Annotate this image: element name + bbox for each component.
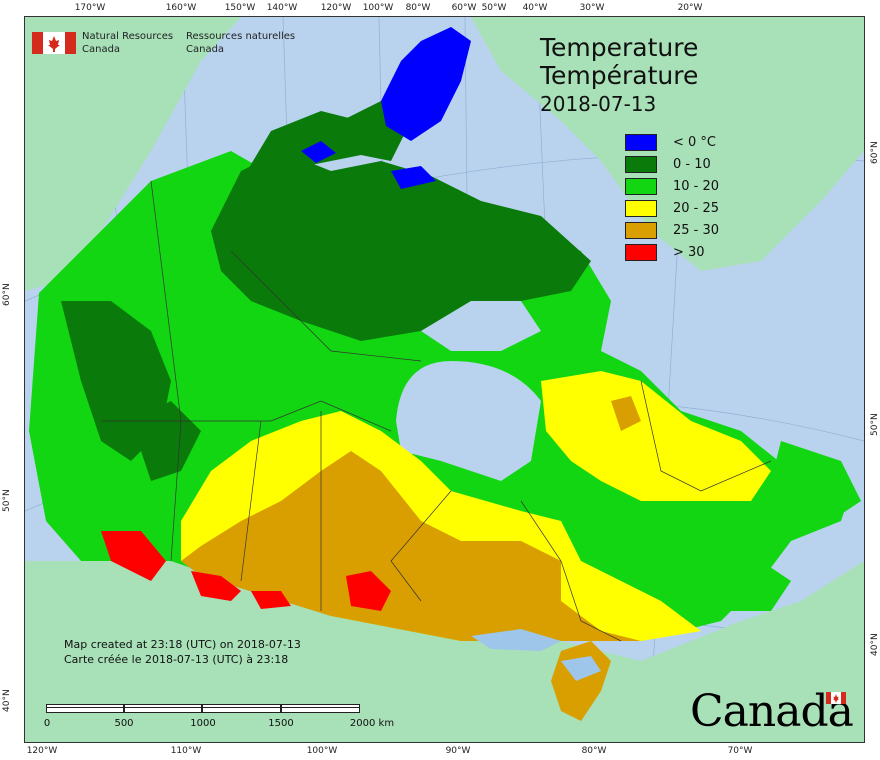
hudson-bay — [396, 361, 541, 481]
graticule-label-top: 140°W — [266, 3, 298, 13]
hot-spot-above-30 — [191, 571, 241, 601]
province-borders — [101, 180, 772, 642]
map-date: 2018-07-13 — [540, 92, 657, 116]
legend-label: 20 - 25 — [673, 201, 720, 216]
scale-label: 2000 km — [349, 718, 395, 729]
graticule-label-bottom: 100°W — [306, 746, 338, 756]
map-title: Temperature Température 2018-07-13 — [540, 34, 698, 118]
map-frame — [24, 16, 865, 743]
graticule-label-left: 60°N — [2, 283, 12, 306]
canada-wordmark-flag-icon — [826, 692, 846, 704]
graticule-label-left: 40°N — [2, 689, 12, 712]
graticule-label-top: 20°W — [677, 3, 703, 13]
legend-swatch — [625, 200, 657, 217]
legend-label: < 0 °C — [673, 135, 717, 150]
legend-swatch — [625, 244, 657, 261]
graticule-label-top: 50°W — [481, 3, 507, 13]
canada-flag-icon — [32, 32, 76, 54]
prairies-25-30 — [181, 451, 641, 641]
quebec-20-25 — [541, 371, 771, 501]
scale-bar — [46, 704, 360, 713]
graticule-label-bottom: 120°W — [26, 746, 58, 756]
scale-label: 1000 — [190, 718, 216, 729]
graticule-label-top: 60°W — [451, 3, 477, 13]
graticule-label-right: 50°N — [870, 413, 880, 436]
graticule-label-top: 80°W — [405, 3, 431, 13]
graticule-label-top: 30°W — [579, 3, 605, 13]
alaska-land — [25, 17, 241, 291]
graticule-label-bottom: 90°W — [445, 746, 471, 756]
legend-label: > 30 — [673, 245, 705, 260]
temperature-map — [25, 17, 864, 742]
legend-swatch — [625, 222, 657, 239]
graticule-label-bottom: 70°W — [727, 746, 753, 756]
agency-name-fr: Ressources naturelles Canada — [186, 31, 296, 55]
usa-land — [25, 561, 864, 742]
creation-note-fr: Carte créée le 2018-07-13 (UTC) à 23:18 — [64, 653, 289, 666]
scale-label: 0 — [43, 718, 51, 729]
title-french: Température — [540, 61, 699, 90]
graticule-label-bottom: 80°W — [581, 746, 607, 756]
great-lakes — [471, 629, 561, 651]
greenland-land — [471, 17, 864, 271]
scale-label: 500 — [114, 718, 134, 729]
title-english: Temperature — [540, 33, 699, 62]
graticule-label-right: 40°N — [870, 633, 880, 656]
graticule-label-top: 160°W — [165, 3, 197, 13]
graticule-label-top: 40°W — [522, 3, 548, 13]
maritimes-10-20 — [721, 561, 791, 611]
legend-swatch — [625, 156, 657, 173]
newfoundland-10-20 — [771, 441, 861, 521]
legend-label: 25 - 30 — [673, 223, 720, 238]
legend-label: 10 - 20 — [673, 179, 720, 194]
graticule-label-top: 170°W — [74, 3, 106, 13]
legend-swatch — [625, 134, 657, 151]
agency-name-en: Natural Resources Canada — [82, 31, 174, 55]
creation-note: Map created at 23:18 (UTC) on 2018-07-13… — [64, 637, 301, 667]
graticule-label-right: 60°N — [870, 141, 880, 164]
ellesmere-below-0 — [381, 27, 471, 141]
legend-swatch — [625, 178, 657, 195]
scale-label: 1500 — [268, 718, 294, 729]
graticule-label-left: 50°N — [2, 489, 12, 512]
graticule-label-bottom: 110°W — [170, 746, 202, 756]
arctic-0-10 — [211, 151, 591, 341]
graticule-label-top: 100°W — [362, 3, 394, 13]
graticule-label-top: 150°W — [224, 3, 256, 13]
graticule-label-top: 120°W — [320, 3, 352, 13]
legend-label: 0 - 10 — [673, 157, 711, 172]
creation-note-en: Map created at 23:18 (UTC) on 2018-07-13 — [64, 638, 301, 651]
